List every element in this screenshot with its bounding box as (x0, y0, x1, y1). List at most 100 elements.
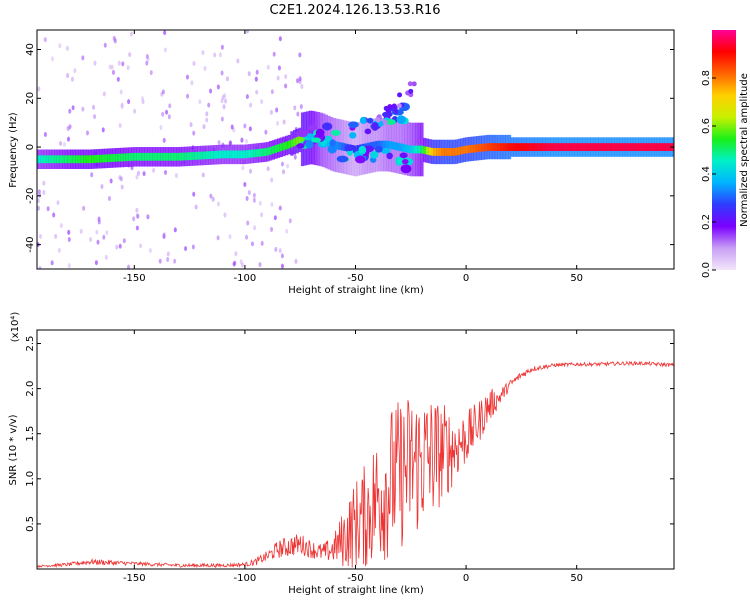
heatmap-speckle (96, 239, 100, 245)
heatmap-speckle (145, 54, 149, 60)
heatmap-ridge (375, 140, 379, 149)
heatmap-blob-faint (407, 81, 413, 87)
colorbar-ramp (712, 30, 736, 270)
snr-series-line (37, 360, 674, 569)
heatmap-blob-faint (375, 117, 381, 123)
heatmap-speckle (299, 104, 303, 110)
heatmap-speckle (218, 52, 222, 58)
spectrogram-y-axis-label: Frequency (Hz) (8, 112, 19, 188)
heatmap-ridge (465, 145, 469, 154)
heatmap-speckle (245, 138, 249, 144)
heatmap-ridge (284, 141, 289, 150)
heatmap-ridge (67, 155, 71, 164)
heatmap-blob (374, 145, 383, 153)
heatmap-speckle (73, 68, 77, 74)
x-tick-label: -100 (234, 273, 257, 284)
heatmap-speckle (89, 237, 93, 243)
heatmap-speckle (81, 106, 85, 112)
heatmap-ridge (391, 141, 395, 150)
heatmap-ridge (340, 142, 344, 151)
heatmap-speckle (248, 126, 252, 132)
heatmap-ridge (54, 155, 58, 164)
heatmap-blob (344, 144, 355, 152)
heatmap-blob (336, 155, 349, 163)
heatmap-ridge (200, 151, 204, 160)
heatmap-speckle (101, 127, 105, 133)
heatmap-ridge (165, 152, 169, 161)
heatmap-blob-faint (382, 119, 388, 125)
heatmap-marks (37, 30, 674, 269)
heatmap-speckle (298, 76, 302, 82)
snr-panel: -150 -100 -50 0 50 0.5 1.0 1.5 2.0 2.5 (x10⁴) He… (8, 312, 675, 596)
heatmap-speckle (247, 71, 251, 77)
heatmap-ridge (205, 151, 209, 160)
heatmap-speckle (121, 61, 125, 67)
heatmap-speckle (71, 105, 75, 111)
heatmap-ridge (242, 150, 246, 159)
heatmap-ridge (611, 143, 615, 151)
heatmap-speckle (68, 124, 72, 130)
heatmap-ridge (563, 143, 567, 151)
heatmap-ridge (154, 152, 159, 161)
heatmap-ridge (208, 151, 212, 160)
heatmap-ridge (553, 143, 557, 151)
heatmap-ridge (622, 143, 626, 151)
heatmap-speckle (230, 124, 234, 130)
heatmap-speckle (46, 206, 50, 212)
heatmap-speckle (141, 96, 145, 102)
heatmap-ridge (584, 143, 589, 151)
heatmap-ridge (653, 143, 658, 151)
heatmap-speckle (105, 230, 109, 236)
heatmap-ridge (104, 154, 108, 163)
heatmap-speckle (132, 216, 136, 222)
heatmap-ridge (64, 155, 68, 164)
heatmap-ridge (237, 150, 241, 159)
colorbar-tick-label: 0.0 (701, 262, 712, 278)
heatmap-speckle (209, 88, 213, 94)
heatmap-speckle (135, 225, 139, 231)
heatmap-ridge (510, 143, 514, 151)
heatmap-ridge (96, 154, 100, 163)
snr-x-axis-label: Height of straight line (km) (288, 585, 424, 596)
heatmap-ridge (539, 143, 543, 151)
heatmap-ridge (433, 148, 437, 156)
heatmap-blob (401, 158, 409, 165)
x-tick-label: 0 (463, 273, 469, 284)
heatmap-ridge (271, 145, 275, 154)
heatmap-speckle (139, 243, 143, 249)
heatmap-ridge (218, 150, 222, 159)
heatmap-ridge (221, 150, 225, 159)
colorbar-tick-label: 0.8 (701, 70, 712, 86)
heatmap-speckle (56, 200, 60, 206)
heatmap-speckle (62, 141, 66, 147)
heatmap-ridge (239, 150, 244, 159)
heatmap-speckle (201, 50, 205, 56)
heatmap-speckle (284, 74, 288, 80)
heatmap-blob (386, 152, 393, 160)
y-tick-label: 0.5 (25, 516, 36, 532)
heatmap-ridge (290, 139, 294, 148)
heatmap-speckle (253, 225, 257, 231)
heatmap-ridge (202, 151, 206, 160)
heatmap-ridge (37, 155, 39, 164)
heatmap-speckle (148, 248, 152, 254)
heatmap-ridge (109, 154, 114, 162)
heatmap-ridge (473, 144, 477, 153)
heatmap-speckle (229, 140, 233, 146)
x-tick-label: -150 (123, 573, 146, 584)
heatmap-ridge (598, 143, 602, 151)
heatmap-blob (331, 129, 341, 136)
heatmap-speckle (135, 213, 139, 219)
heatmap-ridge (327, 138, 331, 147)
heatmap-ridge (643, 143, 647, 151)
heatmap-speckle (186, 93, 190, 99)
heatmap-speckle (185, 74, 189, 80)
heatmap-speckle (272, 51, 276, 57)
heatmap-speckle (275, 107, 279, 113)
heatmap-speckle (37, 198, 40, 204)
heatmap-speckle (65, 45, 69, 51)
heatmap-speckle (213, 52, 217, 58)
heatmap-ridge (460, 146, 464, 155)
heatmap-speckle (127, 264, 131, 269)
heatmap-ridge (46, 155, 50, 164)
